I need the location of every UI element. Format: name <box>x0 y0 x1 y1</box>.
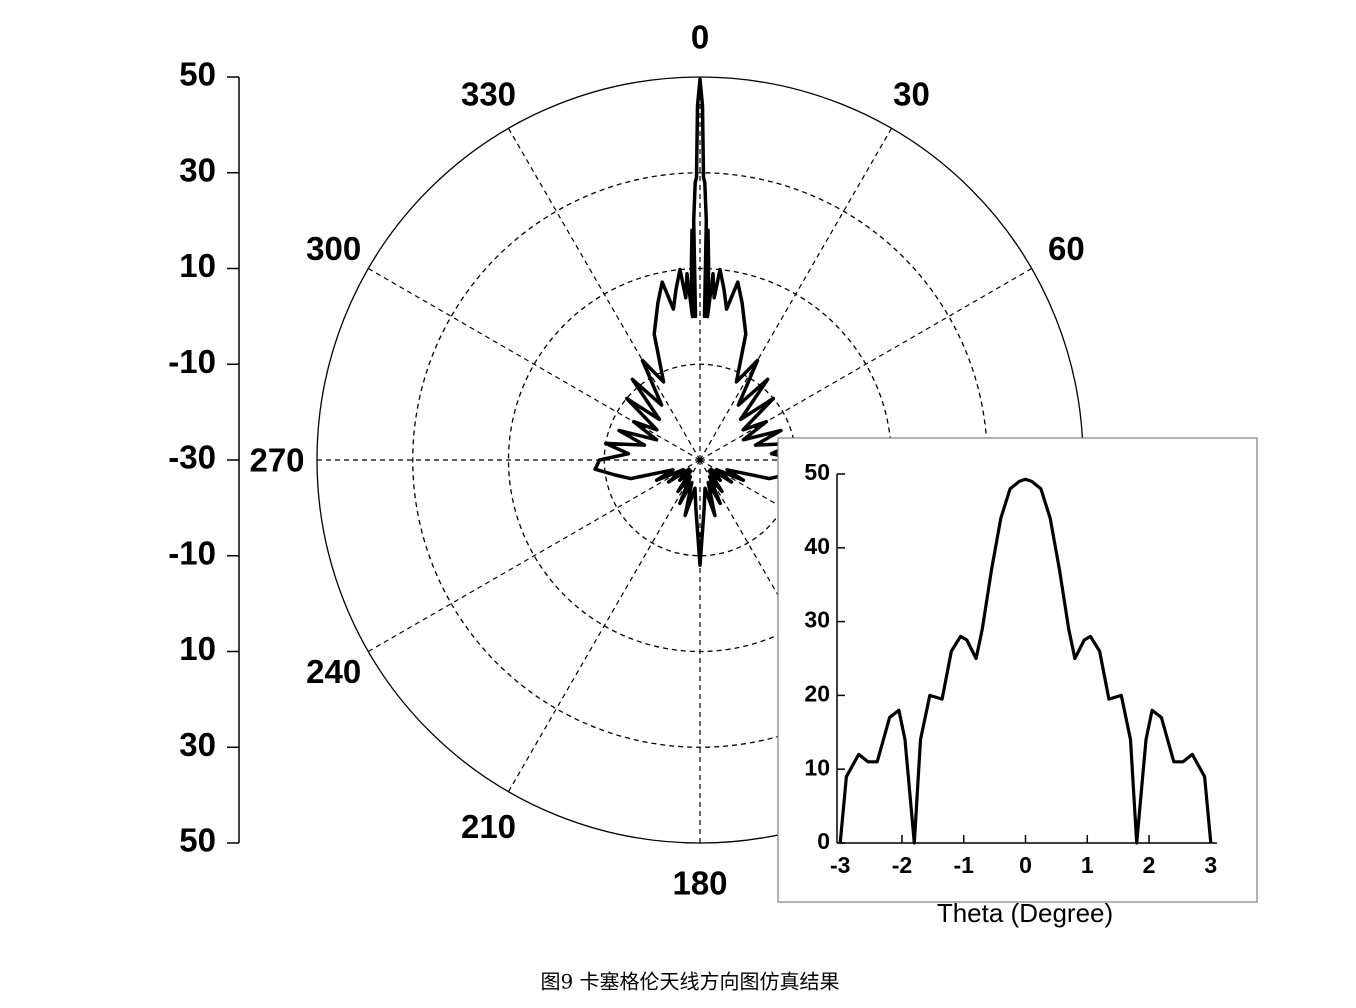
r-tick-label: -10 <box>168 534 216 571</box>
y-tick-label: 20 <box>804 680 830 706</box>
spoke <box>699 267 1032 461</box>
theta-tick-label: 60 <box>1048 230 1085 267</box>
x-tick-label: 2 <box>1143 852 1156 878</box>
y-tick-label: 30 <box>804 607 830 633</box>
r-tick-label: 50 <box>179 822 216 859</box>
r-tick-label: 50 <box>179 56 216 93</box>
theta-tick-label: 30 <box>893 75 930 112</box>
y-tick-label: 50 <box>804 459 830 485</box>
inset-frame <box>777 437 1258 903</box>
y-tick-label: 10 <box>804 754 830 780</box>
r-tick-label: -30 <box>168 439 216 476</box>
theta-tick-label: 180 <box>672 865 727 902</box>
caption: 图9 卡塞格伦天线方向图仿真结果 <box>540 970 839 994</box>
r-tick-label: -10 <box>168 343 216 380</box>
x-tick-label: -3 <box>830 852 850 878</box>
theta-tick-label: 240 <box>306 653 361 690</box>
y-tick-label: 40 <box>804 533 830 559</box>
x-tick-label: -1 <box>953 852 974 878</box>
x-axis-label: Theta (Degree) <box>937 898 1113 928</box>
theta-tick-label: 270 <box>249 442 304 479</box>
r-tick-label: 30 <box>179 151 216 188</box>
r-tick-label: 30 <box>179 726 216 763</box>
theta-tick-label: 0 <box>691 19 709 56</box>
y-tick-label: 0 <box>817 828 830 854</box>
theta-tick-label: 300 <box>306 230 361 267</box>
r-tick-label: 10 <box>179 247 216 284</box>
spoke <box>368 267 701 461</box>
spoke <box>507 459 701 792</box>
x-tick-label: -2 <box>892 852 912 878</box>
spoke <box>699 128 893 461</box>
theta-tick-label: 210 <box>461 808 516 845</box>
theta-tick-label: 330 <box>461 75 516 112</box>
x-tick-label: 3 <box>1204 852 1217 878</box>
r-tick-label: 10 <box>179 630 216 667</box>
spoke <box>368 459 701 653</box>
x-tick-label: 1 <box>1081 852 1094 878</box>
series-line <box>838 477 1213 845</box>
x-tick-label: 0 <box>1019 852 1032 878</box>
spoke <box>507 128 701 461</box>
